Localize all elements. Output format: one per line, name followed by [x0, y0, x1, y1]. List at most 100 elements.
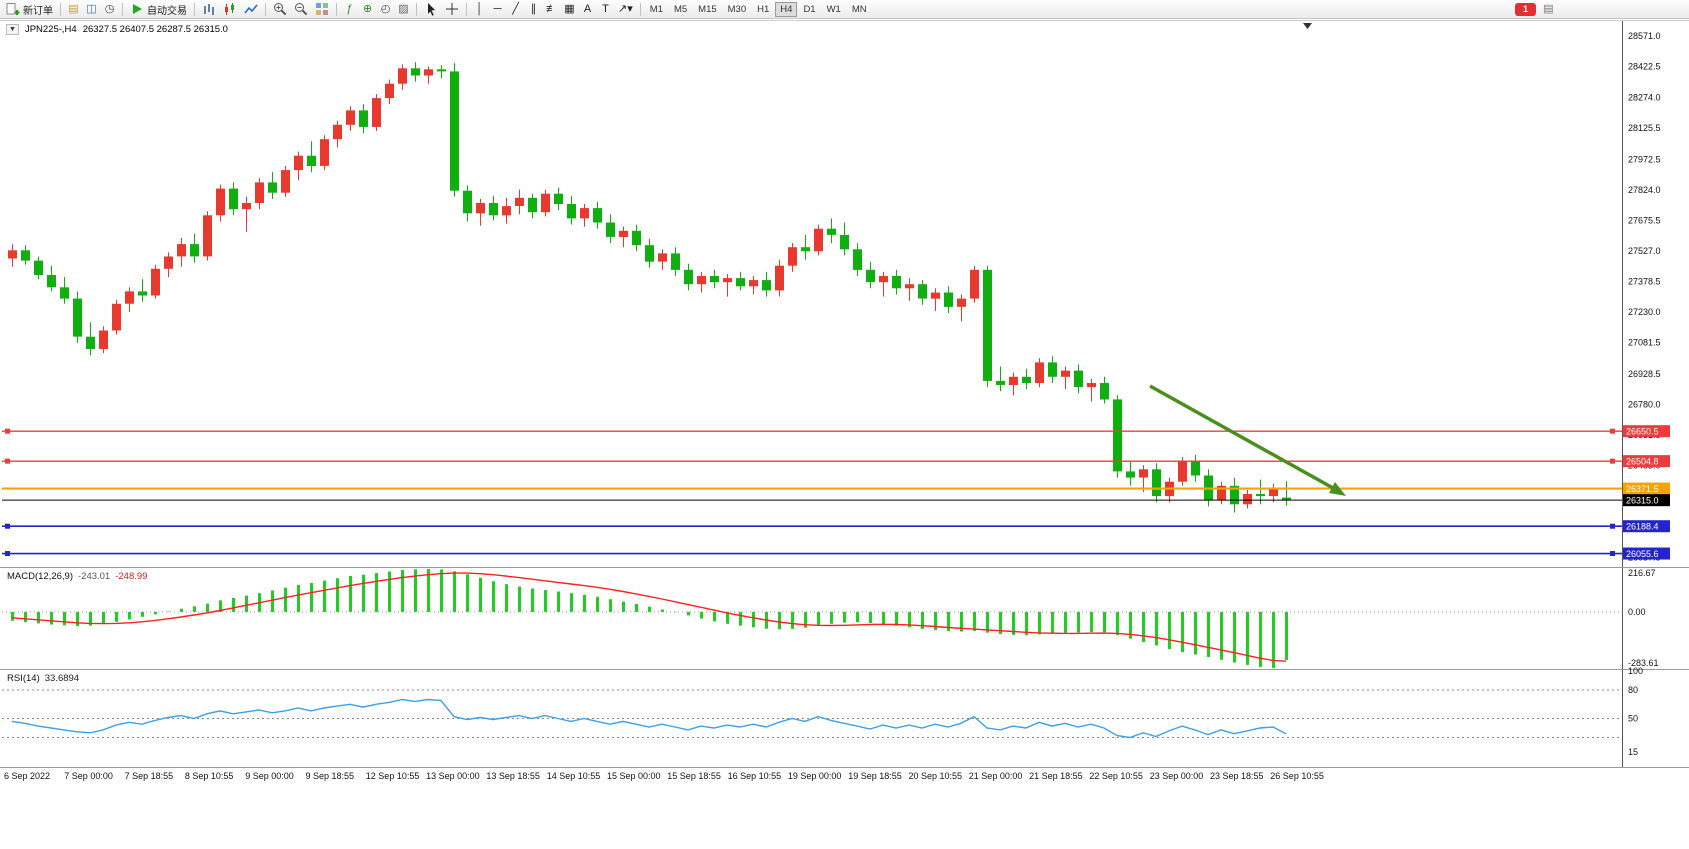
- price-badge: [1623, 547, 1670, 560]
- history-center-button[interactable]: ◷: [101, 1, 118, 17]
- vertical-line-icon: │: [476, 3, 483, 15]
- support-line-1-handle[interactable]: [1610, 523, 1615, 529]
- arrows-button[interactable]: ↗▾: [615, 1, 636, 17]
- time-label: 8 Sep 10:55: [184, 771, 234, 781]
- periods-icon: ◴: [380, 3, 391, 15]
- time-label: 23 Sep 00:00: [1149, 771, 1204, 781]
- rsi-label: RSI(14) 33.6894: [7, 673, 79, 684]
- time-label: 15 Sep 18:55: [667, 771, 721, 781]
- timeframe-m15-button[interactable]: M15: [693, 2, 721, 17]
- svg-text:27824.0: 27824.0: [1628, 185, 1661, 195]
- templates-icon: ▨: [398, 3, 409, 15]
- add-indicator-button[interactable]: ⊕: [359, 1, 376, 17]
- channel-icon: ∥: [530, 3, 537, 15]
- data-window-button[interactable]: ◫: [83, 1, 100, 17]
- chart-ohlc-values: 26327.5 26407.5 26287.5 26315.0: [82, 24, 228, 35]
- alerts-button[interactable]: 1: [1512, 1, 1539, 17]
- indicators-button[interactable]: ƒ: [341, 1, 358, 17]
- toolbar-separator: [265, 2, 266, 16]
- cursor-button[interactable]: [421, 1, 441, 17]
- timeframe-mn-button[interactable]: MN: [847, 2, 872, 17]
- arrows-icon: ↗▾: [618, 3, 633, 15]
- market-watch-button[interactable]: ▤: [65, 1, 82, 17]
- vertical-line-button[interactable]: │: [471, 1, 488, 17]
- chart-header: ▼ JPN225-,H4 26327.5 26407.5 26287.5 263…: [6, 24, 228, 35]
- shapes-button[interactable]: ▦: [561, 1, 578, 17]
- one-click-trading-toggle[interactable]: ▼: [6, 24, 19, 35]
- price-badge-label: 26650.5: [1626, 427, 1659, 437]
- timeframe-m30-button[interactable]: M30: [723, 2, 751, 17]
- price-badge: [1623, 494, 1670, 507]
- chart-bars-icon: [204, 4, 214, 15]
- text-icon: A: [583, 3, 592, 15]
- chart-bars-button[interactable]: [199, 1, 219, 17]
- time-label: 23 Sep 18:55: [1210, 771, 1264, 781]
- trend-arrow[interactable]: [1149, 384, 1334, 490]
- svg-text:28274.0: 28274.0: [1628, 92, 1661, 102]
- rsi-value: 33.6894: [44, 673, 80, 684]
- horizontal-line-button[interactable]: ─: [489, 1, 506, 17]
- svg-text:26780.0: 26780.0: [1628, 400, 1661, 410]
- time-label: 12 Sep 10:55: [365, 771, 420, 781]
- timeframe-m5-button[interactable]: M5: [669, 2, 692, 17]
- text-label-button[interactable]: T: [597, 1, 614, 17]
- resistance-line-2-handle[interactable]: [5, 458, 10, 464]
- resistance-line-1-handle[interactable]: [1610, 428, 1615, 434]
- notifications-button[interactable]: ▤: [1540, 1, 1557, 17]
- macd-name: MACD(12,26,9): [7, 571, 73, 582]
- macd-label: MACD(12,26,9) -243.01 -248.99: [7, 571, 147, 582]
- svg-text:27972.5: 27972.5: [1628, 154, 1661, 164]
- new-order-button[interactable]: 新订单: [3, 1, 56, 17]
- toolbar-separator: [194, 2, 195, 16]
- toolbar-separator: [122, 2, 123, 16]
- macd-main-value: -243.01: [78, 571, 111, 582]
- price-badge: [1623, 425, 1670, 438]
- auto-trading-label: 自动交易: [147, 5, 187, 17]
- time-label: 20 Sep 10:55: [908, 771, 963, 781]
- chart-candlesticks-icon: [225, 3, 234, 15]
- time-label: 13 Sep 18:55: [486, 771, 540, 781]
- chart-candlesticks-button[interactable]: [220, 1, 240, 17]
- price-badge: [1623, 482, 1670, 495]
- macd-scale-label: 216.67: [1628, 568, 1656, 578]
- price-badge-label: 26371.5: [1626, 484, 1659, 494]
- channel-button[interactable]: ∥: [525, 1, 542, 17]
- timeframe-d1-button[interactable]: D1: [798, 2, 820, 17]
- text-label-icon: T: [602, 3, 609, 15]
- zoom-out-button[interactable]: [291, 1, 311, 17]
- timeframe-h4-button[interactable]: H4: [775, 1, 798, 17]
- resistance-line-2-handle[interactable]: [1610, 458, 1615, 464]
- support-line-1-handle[interactable]: [5, 523, 10, 529]
- trendline-button[interactable]: ╱: [507, 1, 524, 17]
- timeframe-h1-button[interactable]: H1: [752, 2, 774, 17]
- auto-trading-button[interactable]: 自动交易: [127, 1, 190, 17]
- fibonacci-button[interactable]: ≢: [543, 1, 560, 17]
- time-axis: 6 Sep 2022 7 Sep 00:00 7 Sep 18:55 8 Sep 10…: [0, 770, 1689, 785]
- time-label: 19 Sep 18:55: [848, 771, 902, 781]
- periods-button[interactable]: ◴: [377, 1, 394, 17]
- rsi-name: RSI(14): [7, 673, 40, 684]
- time-label: 13 Sep 00:00: [426, 771, 480, 781]
- timeframe-m1-button[interactable]: M1: [645, 2, 668, 17]
- price-badge: [1623, 455, 1670, 468]
- history-center-icon: ◷: [104, 3, 115, 15]
- support-line-2-handle[interactable]: [5, 551, 10, 557]
- time-label: 15 Sep 00:00: [607, 771, 661, 781]
- chart-shift-marker[interactable]: [1303, 23, 1312, 29]
- zoom-out-icon: [295, 3, 308, 16]
- svg-text:28125.5: 28125.5: [1628, 123, 1661, 133]
- zoom-in-button[interactable]: [270, 1, 290, 17]
- new-order-label: 新订单: [23, 5, 53, 17]
- tile-windows-button[interactable]: [312, 1, 332, 17]
- time-label: 21 Sep 00:00: [968, 771, 1023, 781]
- templates-button[interactable]: ▨: [395, 1, 412, 17]
- chart-line-button[interactable]: [241, 1, 261, 17]
- resistance-line-1-handle[interactable]: [5, 428, 10, 434]
- trend-arrow-head[interactable]: [1329, 482, 1346, 496]
- text-button[interactable]: A: [579, 1, 596, 17]
- crosshair-button[interactable]: [442, 1, 462, 17]
- support-line-2-handle[interactable]: [1610, 551, 1615, 557]
- macd-histogram: [11, 569, 1288, 668]
- timeframe-w1-button[interactable]: W1: [822, 2, 846, 17]
